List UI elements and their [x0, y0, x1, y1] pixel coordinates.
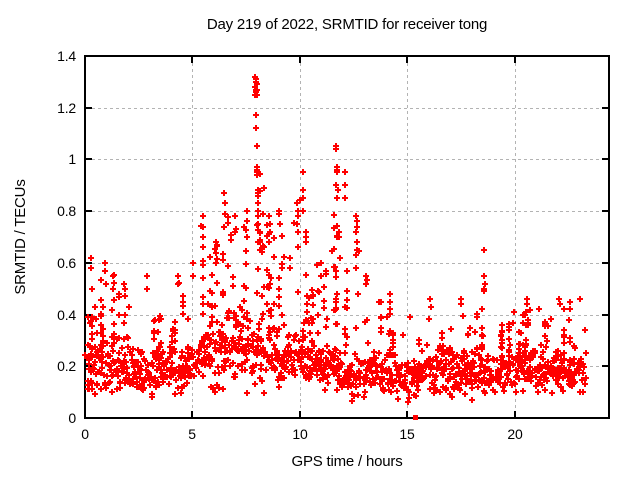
y-tick-label: 1: [68, 151, 76, 167]
y-tick-label: 0.4: [57, 307, 76, 323]
x-tick-label: 10: [292, 426, 308, 442]
x-tick-label: 5: [188, 426, 196, 442]
x-axis-label: GPS time / hours: [291, 453, 403, 470]
axis-square-point: [413, 415, 418, 420]
x-tick-label: 20: [507, 426, 523, 442]
x-tick-label: 0: [81, 426, 89, 442]
y-tick-label: 0.6: [57, 255, 76, 271]
y-tick-label: 0: [68, 410, 76, 426]
y-tick-label: 0.8: [57, 203, 76, 219]
y-tick-label: 0.2: [57, 358, 76, 374]
data-points: [82, 74, 589, 405]
y-tick-label: 1.2: [57, 100, 76, 116]
plot-border: [84, 55, 610, 419]
y-tick-label: 1.4: [57, 48, 76, 64]
chart-title: Day 219 of 2022, SRMTID for receiver ton…: [206, 16, 488, 33]
x-tick-label: 15: [399, 426, 415, 442]
